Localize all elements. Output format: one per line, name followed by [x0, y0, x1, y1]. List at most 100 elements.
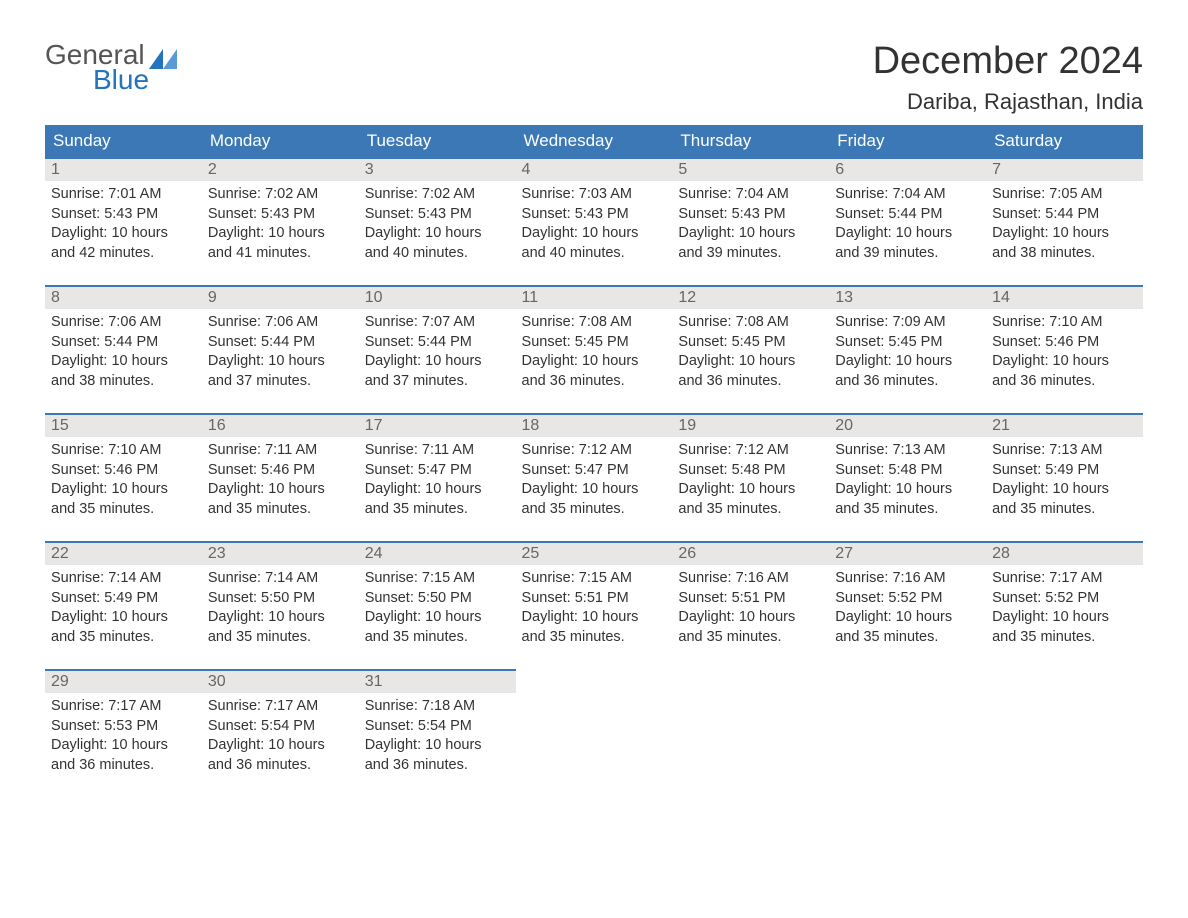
- sunrise-line: Sunrise: 7:11 AM: [365, 441, 510, 461]
- day-header: Saturday: [986, 125, 1143, 157]
- daylight-line: Daylight: 10 hours and 36 minutes.: [992, 352, 1137, 391]
- day-number: 1: [45, 157, 202, 181]
- day-details: Sunrise: 7:08 AMSunset: 5:45 PMDaylight:…: [672, 309, 829, 401]
- sunrise-line: Sunrise: 7:04 AM: [678, 185, 823, 205]
- calendar-cell: 1Sunrise: 7:01 AMSunset: 5:43 PMDaylight…: [45, 157, 202, 285]
- day-header: Wednesday: [516, 125, 673, 157]
- daylight-line: Daylight: 10 hours and 36 minutes.: [365, 736, 510, 775]
- daylight-line: Daylight: 10 hours and 40 minutes.: [522, 224, 667, 263]
- daylight-line: Daylight: 10 hours and 36 minutes.: [51, 736, 196, 775]
- sunrise-line: Sunrise: 7:09 AM: [835, 313, 980, 333]
- sunset-line: Sunset: 5:45 PM: [678, 333, 823, 353]
- daylight-line: Daylight: 10 hours and 35 minutes.: [992, 480, 1137, 519]
- sunrise-line: Sunrise: 7:16 AM: [678, 569, 823, 589]
- sunset-line: Sunset: 5:52 PM: [835, 589, 980, 609]
- sunrise-line: Sunrise: 7:15 AM: [522, 569, 667, 589]
- calendar-cell: 27Sunrise: 7:16 AMSunset: 5:52 PMDayligh…: [829, 541, 986, 669]
- title-block: December 2024 Dariba, Rajasthan, India: [873, 40, 1143, 115]
- calendar-cell: 22Sunrise: 7:14 AMSunset: 5:49 PMDayligh…: [45, 541, 202, 669]
- calendar-cell: 5Sunrise: 7:04 AMSunset: 5:43 PMDaylight…: [672, 157, 829, 285]
- calendar-week-row: 29Sunrise: 7:17 AMSunset: 5:53 PMDayligh…: [45, 669, 1143, 797]
- daylight-line: Daylight: 10 hours and 38 minutes.: [51, 352, 196, 391]
- calendar-cell: 12Sunrise: 7:08 AMSunset: 5:45 PMDayligh…: [672, 285, 829, 413]
- sunset-line: Sunset: 5:44 PM: [992, 205, 1137, 225]
- day-details: Sunrise: 7:07 AMSunset: 5:44 PMDaylight:…: [359, 309, 516, 401]
- daylight-line: Daylight: 10 hours and 37 minutes.: [365, 352, 510, 391]
- day-details: Sunrise: 7:06 AMSunset: 5:44 PMDaylight:…: [202, 309, 359, 401]
- sunset-line: Sunset: 5:46 PM: [51, 461, 196, 481]
- calendar-cell: 14Sunrise: 7:10 AMSunset: 5:46 PMDayligh…: [986, 285, 1143, 413]
- sunset-line: Sunset: 5:44 PM: [51, 333, 196, 353]
- day-number: 9: [202, 285, 359, 309]
- day-details: Sunrise: 7:16 AMSunset: 5:52 PMDaylight:…: [829, 565, 986, 657]
- day-details: Sunrise: 7:02 AMSunset: 5:43 PMDaylight:…: [359, 181, 516, 273]
- day-number: 17: [359, 413, 516, 437]
- day-details: Sunrise: 7:01 AMSunset: 5:43 PMDaylight:…: [45, 181, 202, 273]
- day-details: Sunrise: 7:15 AMSunset: 5:50 PMDaylight:…: [359, 565, 516, 657]
- day-details: Sunrise: 7:02 AMSunset: 5:43 PMDaylight:…: [202, 181, 359, 273]
- day-number: 8: [45, 285, 202, 309]
- sunset-line: Sunset: 5:52 PM: [992, 589, 1137, 609]
- calendar-table: SundayMondayTuesdayWednesdayThursdayFrid…: [45, 125, 1143, 797]
- sunset-line: Sunset: 5:51 PM: [522, 589, 667, 609]
- sunset-line: Sunset: 5:43 PM: [208, 205, 353, 225]
- daylight-line: Daylight: 10 hours and 35 minutes.: [992, 608, 1137, 647]
- sunset-line: Sunset: 5:48 PM: [678, 461, 823, 481]
- daylight-line: Daylight: 10 hours and 36 minutes.: [208, 736, 353, 775]
- sunset-line: Sunset: 5:50 PM: [208, 589, 353, 609]
- calendar-cell: 25Sunrise: 7:15 AMSunset: 5:51 PMDayligh…: [516, 541, 673, 669]
- daylight-line: Daylight: 10 hours and 35 minutes.: [208, 608, 353, 647]
- calendar-week-row: 8Sunrise: 7:06 AMSunset: 5:44 PMDaylight…: [45, 285, 1143, 413]
- day-number: 13: [829, 285, 986, 309]
- calendar-cell: 6Sunrise: 7:04 AMSunset: 5:44 PMDaylight…: [829, 157, 986, 285]
- sunrise-line: Sunrise: 7:04 AM: [835, 185, 980, 205]
- sunrise-line: Sunrise: 7:05 AM: [992, 185, 1137, 205]
- day-details: Sunrise: 7:14 AMSunset: 5:49 PMDaylight:…: [45, 565, 202, 657]
- calendar-week-row: 15Sunrise: 7:10 AMSunset: 5:46 PMDayligh…: [45, 413, 1143, 541]
- sunrise-line: Sunrise: 7:13 AM: [992, 441, 1137, 461]
- daylight-line: Daylight: 10 hours and 35 minutes.: [678, 608, 823, 647]
- sunrise-line: Sunrise: 7:12 AM: [522, 441, 667, 461]
- daylight-line: Daylight: 10 hours and 35 minutes.: [51, 608, 196, 647]
- day-details: Sunrise: 7:18 AMSunset: 5:54 PMDaylight:…: [359, 693, 516, 785]
- day-number: 2: [202, 157, 359, 181]
- calendar-cell: 19Sunrise: 7:12 AMSunset: 5:48 PMDayligh…: [672, 413, 829, 541]
- location: Dariba, Rajasthan, India: [873, 89, 1143, 115]
- month-title: December 2024: [873, 40, 1143, 83]
- day-number: 29: [45, 669, 202, 693]
- day-number: 21: [986, 413, 1143, 437]
- day-number: 22: [45, 541, 202, 565]
- calendar-cell: 20Sunrise: 7:13 AMSunset: 5:48 PMDayligh…: [829, 413, 986, 541]
- sunset-line: Sunset: 5:49 PM: [51, 589, 196, 609]
- daylight-line: Daylight: 10 hours and 40 minutes.: [365, 224, 510, 263]
- calendar-cell: 30Sunrise: 7:17 AMSunset: 5:54 PMDayligh…: [202, 669, 359, 797]
- calendar-cell: 28Sunrise: 7:17 AMSunset: 5:52 PMDayligh…: [986, 541, 1143, 669]
- day-number: 6: [829, 157, 986, 181]
- sunset-line: Sunset: 5:44 PM: [835, 205, 980, 225]
- day-details: Sunrise: 7:10 AMSunset: 5:46 PMDaylight:…: [45, 437, 202, 529]
- sunrise-line: Sunrise: 7:03 AM: [522, 185, 667, 205]
- calendar-cell: 17Sunrise: 7:11 AMSunset: 5:47 PMDayligh…: [359, 413, 516, 541]
- day-details: Sunrise: 7:15 AMSunset: 5:51 PMDaylight:…: [516, 565, 673, 657]
- day-details: Sunrise: 7:09 AMSunset: 5:45 PMDaylight:…: [829, 309, 986, 401]
- calendar-cell: 16Sunrise: 7:11 AMSunset: 5:46 PMDayligh…: [202, 413, 359, 541]
- calendar-cell: 15Sunrise: 7:10 AMSunset: 5:46 PMDayligh…: [45, 413, 202, 541]
- sunrise-line: Sunrise: 7:02 AM: [365, 185, 510, 205]
- day-header: Friday: [829, 125, 986, 157]
- calendar-cell: [672, 669, 829, 797]
- daylight-line: Daylight: 10 hours and 35 minutes.: [522, 480, 667, 519]
- day-number: 20: [829, 413, 986, 437]
- sunset-line: Sunset: 5:45 PM: [835, 333, 980, 353]
- sunrise-line: Sunrise: 7:08 AM: [522, 313, 667, 333]
- sunrise-line: Sunrise: 7:08 AM: [678, 313, 823, 333]
- calendar-cell: 26Sunrise: 7:16 AMSunset: 5:51 PMDayligh…: [672, 541, 829, 669]
- calendar-cell: [516, 669, 673, 797]
- sunrise-line: Sunrise: 7:17 AM: [208, 697, 353, 717]
- sunrise-line: Sunrise: 7:10 AM: [51, 441, 196, 461]
- calendar-cell: 24Sunrise: 7:15 AMSunset: 5:50 PMDayligh…: [359, 541, 516, 669]
- calendar-week-row: 1Sunrise: 7:01 AMSunset: 5:43 PMDaylight…: [45, 157, 1143, 285]
- sunset-line: Sunset: 5:46 PM: [208, 461, 353, 481]
- daylight-line: Daylight: 10 hours and 41 minutes.: [208, 224, 353, 263]
- sunset-line: Sunset: 5:43 PM: [365, 205, 510, 225]
- day-number: 7: [986, 157, 1143, 181]
